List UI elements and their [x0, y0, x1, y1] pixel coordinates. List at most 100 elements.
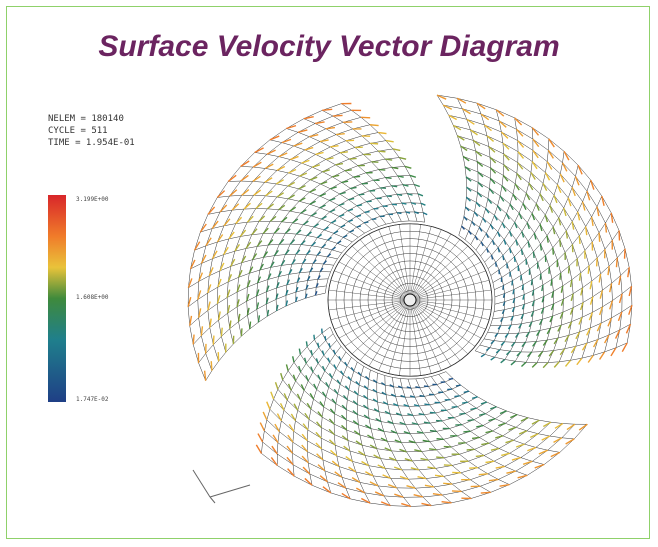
hub-spoke: [359, 239, 411, 301]
vector-arrow: [609, 300, 614, 310]
hub-spoke: [409, 270, 486, 301]
vector-arrow: [504, 333, 509, 338]
vector-arrow: [502, 255, 505, 261]
vector-arrow: [372, 379, 378, 384]
vector-arrow: [312, 164, 320, 168]
vector-arrow: [330, 449, 338, 457]
vector-arrow: [280, 259, 286, 266]
vector-arrow: [559, 239, 562, 247]
vector-arrow: [470, 129, 478, 136]
vector-arrow: [576, 357, 583, 366]
vector-arrow: [564, 359, 572, 367]
vector-arrow: [271, 445, 278, 455]
vector-arrow: [372, 398, 378, 403]
hub-spoke: [388, 299, 411, 374]
vector-arrow: [341, 414, 347, 421]
vector-arrow: [300, 240, 306, 246]
vector-arrow: [391, 185, 398, 188]
vector-arrow: [502, 285, 505, 290]
vector-arrow: [295, 286, 299, 293]
info-line: CYCLE = 511: [48, 126, 108, 136]
vector-arrow: [553, 194, 558, 204]
vector-arrow: [337, 482, 347, 489]
vector-arrow: [341, 180, 349, 184]
vector-arrow: [421, 502, 432, 507]
vector-arrow: [394, 439, 402, 444]
vector-arrow: [255, 202, 263, 210]
mesh-line: [399, 378, 491, 493]
vector-arrow: [315, 358, 319, 364]
vector-arrow: [485, 460, 495, 464]
vector-arrow: [571, 187, 576, 197]
vector-arrow: [432, 492, 443, 496]
vector-arrow: [333, 364, 337, 370]
vector-arrow: [526, 222, 530, 230]
vector-arrow: [363, 404, 369, 410]
vector-arrow: [550, 451, 561, 458]
vector-arrow: [508, 426, 517, 431]
vector-arrow: [322, 169, 330, 173]
vector-arrow: [497, 325, 502, 330]
vector-arrow: [313, 223, 319, 228]
vector-arrow: [302, 220, 309, 226]
vector-arrow: [500, 341, 505, 346]
vector-arrow: [551, 291, 555, 299]
hub-spoke: [409, 299, 482, 339]
vector-arrow: [490, 356, 496, 361]
vector-arrow: [396, 193, 403, 197]
hub-spoke: [328, 289, 411, 301]
vector-arrow: [456, 97, 467, 104]
vector-arrow: [563, 207, 567, 217]
vector-arrow: [559, 311, 564, 319]
hub-spoke: [334, 299, 411, 330]
vector-arrow: [259, 263, 264, 271]
vector-arrow: [614, 329, 621, 339]
vector-arrow: [288, 168, 297, 174]
hub-spoke: [338, 261, 411, 301]
vector-arrow: [584, 226, 588, 236]
vector-arrow: [240, 328, 243, 337]
mesh-line: [269, 139, 394, 223]
vector-arrow: [598, 232, 601, 242]
vector-arrow: [329, 197, 336, 202]
hub-spoke: [330, 299, 411, 320]
vector-arrow: [349, 229, 355, 233]
vector-arrow: [288, 269, 293, 275]
vector-arrow: [380, 437, 388, 442]
vector-arrow: [358, 450, 366, 457]
vector-arrow: [278, 152, 288, 158]
vector-arrow: [617, 311, 623, 322]
vector-arrow: [525, 193, 531, 201]
vector-arrow: [399, 421, 406, 426]
hub-spoke: [409, 233, 452, 301]
vector-arrow: [571, 221, 575, 230]
vector-arrow: [467, 418, 475, 422]
vector-arrow: [285, 289, 289, 296]
vector-arrow: [352, 410, 359, 416]
hub-spoke: [409, 299, 432, 374]
vector-arrow: [330, 219, 337, 224]
vector-arrow: [399, 475, 409, 480]
vector-arrow: [364, 210, 370, 214]
vector-arrow: [305, 375, 309, 382]
vector-arrow: [303, 115, 314, 120]
vector-arrow: [290, 413, 297, 422]
vector-arrow: [465, 196, 471, 202]
vector-arrow: [277, 270, 282, 277]
vector-arrow: [589, 280, 593, 290]
vector-arrow: [338, 213, 345, 218]
vector-arrow: [255, 289, 260, 297]
vector-arrow: [358, 193, 365, 196]
vector-arrow: [287, 383, 292, 391]
vector-arrow: [404, 165, 412, 169]
mesh-line: [445, 371, 588, 425]
vector-arrow: [436, 456, 445, 459]
vector-arrow: [350, 367, 355, 372]
vector-arrow: [273, 227, 280, 234]
vector-arrow: [341, 492, 351, 500]
vector-arrow: [599, 290, 604, 299]
vector-arrow: [208, 267, 214, 277]
vector-arrow: [554, 422, 564, 429]
vector-arrow: [596, 322, 602, 332]
